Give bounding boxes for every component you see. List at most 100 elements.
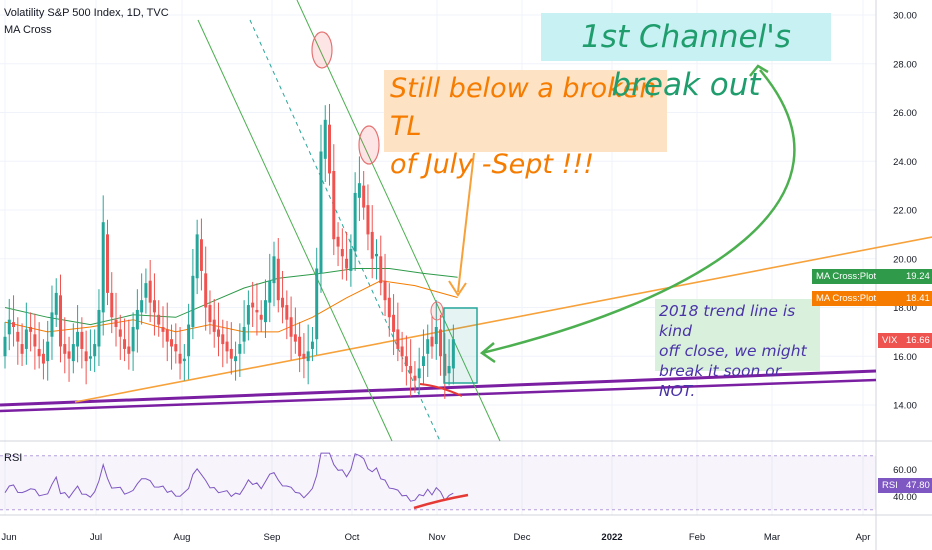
candle-body [319, 151, 323, 274]
candle-body [114, 319, 118, 327]
candle-body [127, 346, 131, 354]
candle-body [105, 234, 109, 293]
candle-body [67, 351, 71, 359]
candle-body [379, 256, 383, 284]
price-tick-label: 20.00 [893, 254, 917, 265]
highlight-circle [358, 125, 380, 165]
tag-label: MA Cross:Plot [816, 271, 877, 282]
candle-body [421, 356, 425, 366]
candle-body [110, 292, 114, 318]
price-tick-label: 30.00 [893, 11, 917, 22]
channel-line-right [296, 0, 501, 442]
candle-body [148, 280, 152, 303]
candle-body [370, 231, 374, 259]
candle-body [59, 295, 63, 347]
candle-body [161, 327, 165, 332]
candle-body [131, 327, 135, 352]
tag-label: MA Cross:Plot [816, 293, 877, 304]
candle-body [293, 334, 297, 342]
candle-body [383, 280, 387, 301]
time-tick-label: Aug [174, 532, 191, 543]
candle-body [272, 256, 276, 284]
candle-body [41, 353, 45, 364]
price-tick-label: 24.00 [893, 157, 917, 168]
candle-body [199, 239, 203, 271]
candle-body [409, 366, 413, 374]
candle-body [281, 297, 285, 308]
candle-body [276, 258, 280, 301]
candle-body [336, 236, 340, 247]
candle-body [315, 268, 319, 340]
candle-body [33, 334, 37, 347]
ma-orange-label-tag: MA Cross:Plot [812, 291, 902, 306]
candle-body [24, 329, 28, 349]
candle-body [298, 336, 302, 357]
candle-body [404, 356, 408, 366]
annotation-still-below-tl[interactable]: Still below a broken TL of July -Sept !!… [384, 70, 667, 180]
annotation-2018-trend-line[interactable]: 2018 trend line is kind off close, we mi… [655, 299, 820, 400]
candle-body [289, 317, 293, 337]
candle-body [392, 314, 396, 332]
channel-line-left [197, 19, 393, 442]
rsi-label-tag: RSI [878, 478, 902, 493]
candle-body [417, 368, 421, 379]
symbol-title[interactable]: Volatility S&P 500 Index, 1D, TVC [4, 7, 169, 19]
candle-body [234, 356, 238, 362]
candle-body [413, 375, 417, 381]
candle-body [118, 329, 122, 337]
candle-body [174, 344, 178, 352]
ma-green-value-tag: 19.24 [902, 269, 932, 284]
candle-body [242, 327, 246, 342]
candle-body [447, 366, 451, 374]
candle-body [340, 249, 344, 257]
annotation-channel-breakout[interactable]: 1st Channel's break out [541, 13, 831, 103]
candle-body [238, 344, 242, 354]
candle-body [357, 183, 361, 198]
highlight-circle [430, 301, 444, 321]
annotation-line: of July -Sept !!! [390, 149, 595, 180]
candle-body [93, 344, 97, 357]
rsi-pane: 40.00 60.00 [0, 452, 917, 511]
candle-body [20, 344, 24, 354]
candle-body [443, 353, 447, 376]
rsi-line [4, 452, 454, 502]
candle-body [46, 341, 50, 362]
rsi-divergence-line [413, 493, 469, 510]
candle-body [451, 339, 455, 369]
time-tick-label: Apr [856, 532, 871, 543]
time-tick-label: Mar [764, 532, 780, 543]
candle-body [54, 292, 58, 315]
candle-body [349, 249, 353, 271]
candle-body [251, 302, 255, 308]
rsi-pane-label[interactable]: RSI [4, 452, 23, 464]
time-axis[interactable]: Jun Jul Aug Sep Oct Nov Dec 2022 Feb Mar Apr [1, 532, 870, 543]
annotation-line: break it soon or NOT. [659, 362, 782, 400]
time-tick-label: Jul [90, 532, 102, 543]
price-axis[interactable]: 14.00 16.00 18.00 20.00 22.00 24.00 26.00 28.00… [893, 11, 917, 412]
candle-body [16, 331, 20, 342]
vix-value-tag: 16.66 [902, 333, 932, 348]
orange-arrow-line [457, 152, 475, 293]
candle-body [157, 314, 161, 325]
candle-body [144, 283, 148, 298]
candle-body [88, 356, 92, 359]
candle-body [268, 280, 272, 303]
price-tick-label: 16.00 [893, 352, 917, 363]
candle-body [140, 300, 144, 313]
candle-body [12, 322, 16, 327]
annotation-line: 2018 trend line is kind [659, 302, 796, 340]
candle-body [84, 351, 88, 362]
price-tick-label: 22.00 [893, 206, 917, 217]
orange-arrow-head [448, 280, 467, 297]
candle-body [285, 305, 289, 320]
indicator-name[interactable]: MA Cross [4, 24, 52, 36]
time-tick-label: Jun [1, 532, 16, 543]
candle-body [187, 324, 191, 357]
candle-body [191, 275, 195, 327]
candle-body [259, 314, 263, 320]
candle-body [306, 351, 310, 362]
candle-body [71, 344, 75, 362]
candle-body [165, 329, 169, 342]
rsi-value-tag: 47.80 [902, 478, 932, 493]
